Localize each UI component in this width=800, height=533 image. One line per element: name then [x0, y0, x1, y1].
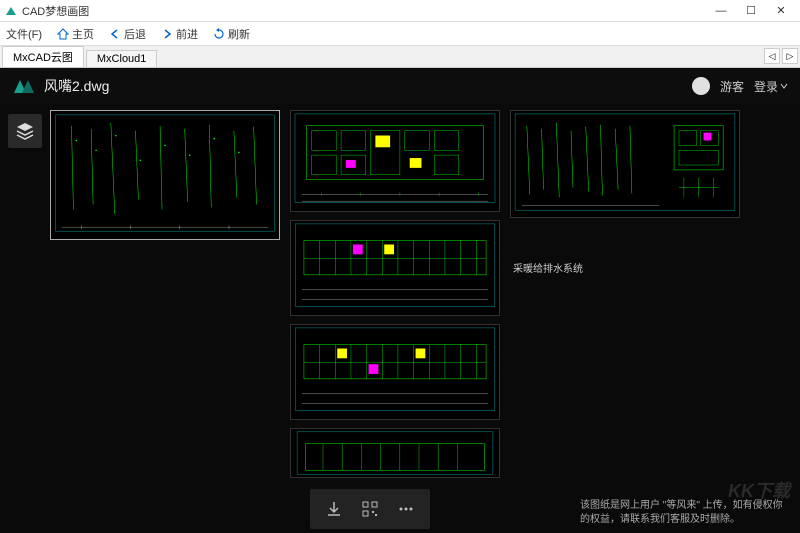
chevron-down-icon	[780, 82, 788, 90]
menu-home[interactable]: 主页	[56, 26, 94, 42]
menu-refresh-label: 刷新	[228, 26, 250, 42]
thumbnails-area	[50, 110, 790, 523]
tab-nav-right[interactable]: ▷	[782, 48, 798, 64]
menu-file[interactable]: 文件(F)	[6, 26, 42, 42]
more-icon	[397, 500, 415, 518]
login-label: 登录	[754, 78, 778, 95]
thumbnail[interactable]	[290, 220, 500, 316]
user-label: 游客	[720, 78, 744, 95]
menubar: 文件(F) 主页 后退 前进 刷新	[0, 22, 800, 46]
user-area: 游客 登录	[692, 77, 788, 95]
more-button[interactable]	[392, 495, 420, 523]
thumb-col-2	[290, 110, 500, 523]
menu-back[interactable]: 后退	[108, 26, 146, 42]
bottom-toolbar	[310, 489, 430, 529]
layers-button[interactable]	[8, 114, 42, 148]
logo-icon	[12, 75, 34, 97]
window-titlebar: CAD梦想画图 — ☐ ✕	[0, 0, 800, 22]
thumb-col-1	[50, 110, 280, 523]
layers-icon	[14, 120, 36, 142]
cad-drawing-icon	[291, 221, 499, 315]
menu-refresh[interactable]: 刷新	[212, 26, 250, 42]
thumbnail[interactable]	[50, 110, 280, 240]
thumbnail[interactable]	[290, 428, 500, 478]
cad-drawing-icon	[291, 325, 499, 419]
refresh-icon	[212, 27, 225, 40]
home-icon	[56, 27, 69, 40]
menu-home-label: 主页	[72, 26, 94, 42]
thumbnail[interactable]	[290, 110, 500, 212]
back-icon	[108, 27, 121, 40]
menu-forward-label: 前进	[176, 26, 198, 42]
cad-viewer: 风嘴2.dwg 游客 登录	[0, 68, 800, 533]
qrcode-button[interactable]	[356, 495, 384, 523]
tab-mxcloud1[interactable]: MxCloud1	[86, 50, 158, 67]
forward-icon	[160, 27, 173, 40]
app-icon	[4, 4, 18, 18]
avatar[interactable]	[692, 77, 710, 95]
tab-nav-left[interactable]: ◁	[764, 48, 780, 64]
thumbnail[interactable]	[510, 110, 740, 218]
thumbnail[interactable]	[290, 324, 500, 420]
login-button[interactable]: 登录	[754, 78, 788, 95]
window-title: CAD梦想画图	[22, 3, 706, 19]
maximize-button[interactable]: ☐	[736, 0, 766, 22]
cad-drawing-icon	[511, 111, 739, 217]
tab-nav: ◁ ▷	[764, 48, 798, 64]
cad-drawing-icon	[291, 429, 499, 477]
qrcode-icon	[361, 500, 379, 518]
window-controls: — ☐ ✕	[706, 0, 796, 22]
close-button[interactable]: ✕	[766, 0, 796, 22]
thumb-col-3	[510, 110, 740, 523]
footer-disclaimer: 该图纸是网上用户 "等风来" 上传，如有侵权你的权益，请联系我们客服及时删除。	[580, 499, 790, 527]
viewer-header: 风嘴2.dwg 游客 登录	[0, 68, 800, 104]
cad-drawing-icon	[51, 111, 279, 239]
menu-back-label: 后退	[124, 26, 146, 42]
minimize-button[interactable]: —	[706, 0, 736, 22]
menu-forward[interactable]: 前进	[160, 26, 198, 42]
filename: 风嘴2.dwg	[44, 76, 692, 96]
download-icon	[325, 500, 343, 518]
cad-drawing-icon	[291, 111, 499, 211]
download-button[interactable]	[320, 495, 348, 523]
drawing-annotation: 采暖给排水系统	[513, 260, 583, 275]
tab-mxcad-cloud[interactable]: MxCAD云图	[2, 46, 84, 67]
tabbar: MxCAD云图 MxCloud1 ◁ ▷	[0, 46, 800, 68]
